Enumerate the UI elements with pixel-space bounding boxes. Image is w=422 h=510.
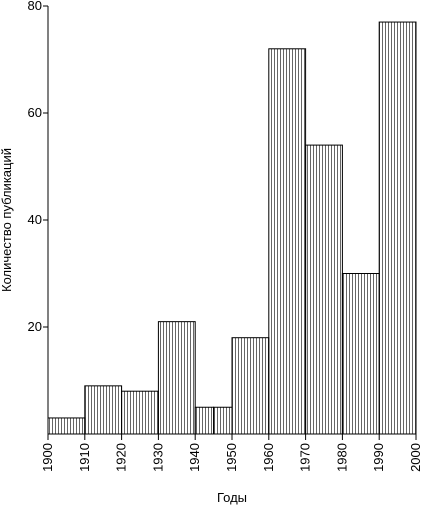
y-tick-label-20: 20: [28, 319, 42, 334]
y-tick-label-40: 40: [28, 212, 42, 227]
bar-1960-1970: [268, 48, 307, 435]
bar-1990-2000: [378, 21, 417, 435]
x-tick-label-1950: 1950: [224, 443, 239, 472]
x-tick-label-1930: 1930: [150, 443, 165, 472]
bar-1980-1990: [341, 273, 380, 435]
x-tick-label-2000: 2000: [408, 443, 422, 472]
x-tick-label-1960: 1960: [261, 443, 276, 472]
x-tick-label-1920: 1920: [114, 443, 129, 472]
x-tick-label-1940: 1940: [187, 443, 202, 472]
bars-group: [47, 21, 417, 435]
bar-1920-1930: [121, 390, 159, 435]
axes-group: 20 40 60 80 1900 1910 1920 1930 1940 1950 1960 1970…: [28, 0, 422, 472]
bar-1940-1945: [194, 406, 215, 435]
x-tick-label-1980: 1980: [334, 443, 349, 472]
x-tick-label-1990: 1990: [371, 443, 386, 472]
bar-1900-1910: [47, 417, 86, 435]
x-tick-label-1970: 1970: [298, 443, 313, 472]
bar-1950-1960: [231, 337, 270, 435]
bar-1945-1950: [213, 406, 233, 435]
y-tick-label-80: 80: [28, 0, 42, 13]
x-axis-title: Годы: [217, 490, 247, 505]
bar-1910-1920: [84, 385, 123, 435]
y-tick-label-60: 60: [28, 105, 42, 120]
y-axis-title: Количество публикаций: [0, 148, 14, 292]
bar-1970-1980: [305, 144, 343, 435]
x-tick-label-1900: 1900: [40, 443, 55, 472]
x-tick-label-1910: 1910: [77, 443, 92, 472]
bar-1930-1940: [157, 321, 196, 435]
